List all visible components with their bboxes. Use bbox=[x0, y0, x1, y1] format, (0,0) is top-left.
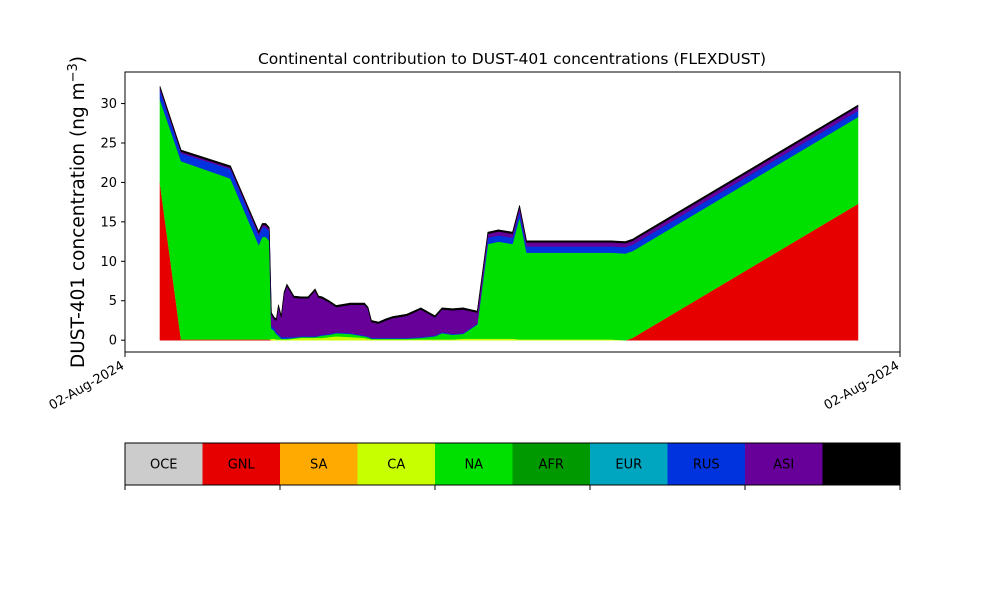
legend-swatch-rus bbox=[667, 443, 746, 485]
legend-swatch-asi bbox=[745, 443, 823, 485]
stacked-area-layers bbox=[159, 86, 859, 341]
legend-swatch-eur bbox=[590, 443, 668, 485]
legend-label-oce: OCE bbox=[150, 458, 178, 473]
y-tick-label: 20 bbox=[100, 176, 117, 191]
legend-swatch-oce bbox=[125, 443, 203, 485]
x-axis: 02-Aug-2024 02-Aug-2024 bbox=[47, 352, 902, 414]
legend-border bbox=[124, 442, 901, 486]
plot-border bbox=[124, 71, 901, 353]
legend-colorbar: OCE GNL SA CA NA AFR EUR RUS ASI AUS bbox=[124, 442, 901, 490]
legend-label-afr: AFR bbox=[539, 458, 564, 473]
y-axis-label-main: DUST-401 concentration (ng m bbox=[68, 82, 89, 368]
legend-label-ca: CA bbox=[387, 458, 405, 473]
legend-label-na: NA bbox=[464, 458, 483, 473]
y-tick-label: 15 bbox=[100, 215, 117, 230]
legend-swatch-ca bbox=[357, 443, 436, 485]
y-axis-label-suffix: ) bbox=[68, 56, 89, 63]
legend-swatch-gnl bbox=[202, 443, 281, 485]
legend-label-rus: RUS bbox=[693, 458, 720, 473]
y-axis-label-superscript: −3 bbox=[66, 63, 81, 82]
y-tick-label: 30 bbox=[100, 97, 117, 112]
legend-label-aus: AUS bbox=[848, 458, 875, 473]
plot-frame bbox=[124, 71, 901, 353]
legend-swatch-na bbox=[435, 443, 513, 485]
y-axis-label: DUST-401 concentration (ng m−3) bbox=[66, 56, 89, 368]
legend-swatch-afr bbox=[512, 443, 591, 485]
y-tick-label: 25 bbox=[100, 136, 117, 151]
x-tick-label: 02-Aug-2024 bbox=[822, 358, 902, 413]
y-tick-label: 5 bbox=[109, 294, 117, 309]
legend-label-eur: EUR bbox=[615, 458, 642, 473]
legend-label-sa: SA bbox=[310, 458, 327, 473]
legend-swatch-aus bbox=[822, 443, 901, 485]
y-tick-label: 10 bbox=[100, 255, 117, 270]
area-aus bbox=[159, 86, 859, 324]
y-axis: 0 5 10 15 20 25 30 bbox=[100, 97, 125, 349]
legend-label-asi: ASI bbox=[773, 458, 794, 473]
chart-title: Continental contribution to DUST-401 con… bbox=[258, 50, 766, 68]
legend-swatch-sa bbox=[280, 443, 358, 485]
legend-label-gnl: GNL bbox=[228, 458, 256, 473]
y-tick-label: 0 bbox=[109, 334, 117, 349]
